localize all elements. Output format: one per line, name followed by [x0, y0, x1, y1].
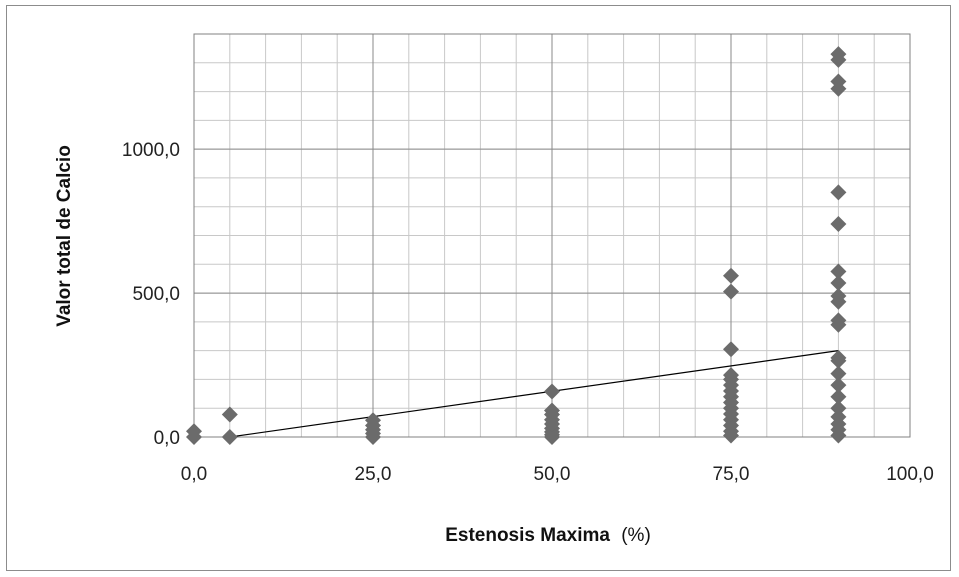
data-point — [544, 402, 560, 419]
data-point — [723, 267, 739, 284]
data-point — [544, 383, 560, 400]
data-point — [830, 388, 847, 405]
x-axis-title-main: Estenosis Maxima — [445, 525, 610, 546]
data-point — [830, 73, 847, 90]
x-tick-label: 25,0 — [355, 464, 392, 485]
y-tick-label: 0,0 — [154, 428, 180, 449]
trendline-group — [229, 350, 839, 438]
y-axis-title: Valor total de Calcio — [54, 145, 75, 327]
x-axis-title-unit: (%) — [621, 525, 651, 546]
data-point — [830, 184, 847, 201]
data-point — [830, 274, 847, 291]
y-tick-label: 500,0 — [132, 284, 180, 305]
x-tick-label: 75,0 — [713, 464, 750, 485]
data-point — [830, 312, 847, 329]
x-tick-labels: 0,0 25,0 50,0 75,0 100,0 — [181, 464, 934, 485]
x-axis-title: Estenosis Maxima (%) — [445, 525, 651, 546]
data-point — [830, 263, 847, 280]
y-tick-label: 1000,0 — [122, 140, 180, 161]
data-points — [186, 46, 847, 445]
x-tick-label: 100,0 — [886, 464, 934, 485]
data-point — [830, 377, 847, 394]
data-point — [830, 365, 847, 382]
data-point — [830, 287, 847, 304]
trendline — [229, 350, 839, 438]
data-point — [830, 400, 847, 417]
data-point — [723, 283, 739, 300]
data-point — [221, 429, 238, 445]
data-point — [221, 406, 238, 423]
data-point — [365, 412, 381, 429]
data-point — [186, 423, 202, 440]
data-point — [830, 215, 847, 232]
y-tick-labels: 0,0 500,0 1000,0 — [122, 140, 180, 449]
x-tick-label: 0,0 — [181, 464, 207, 485]
data-point — [830, 349, 847, 366]
x-tick-label: 50,0 — [534, 464, 571, 485]
data-point — [723, 341, 739, 358]
chart-frame — [6, 5, 951, 571]
data-point — [723, 367, 739, 384]
data-point — [830, 408, 847, 425]
data-point — [830, 46, 847, 63]
